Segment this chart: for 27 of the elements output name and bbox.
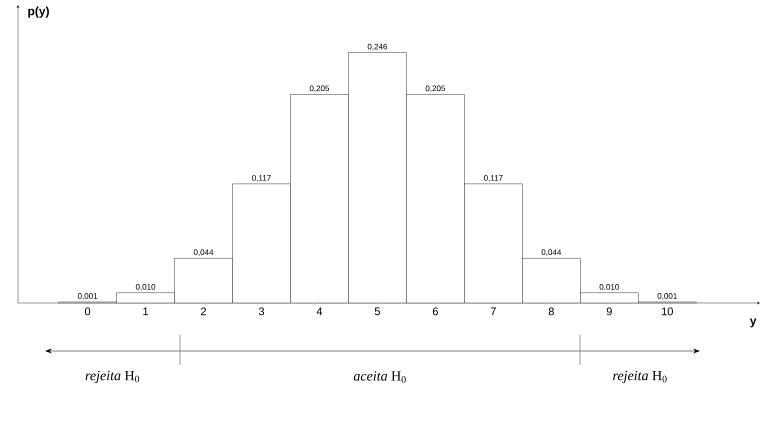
x-tick-label: 6 bbox=[432, 308, 438, 316]
text: rejeita H$_{0}$ bbox=[613, 370, 667, 384]
x-tick-label: 7 bbox=[490, 308, 496, 316]
data-label: 0,010 bbox=[136, 284, 156, 291]
data-label: 0,001 bbox=[78, 293, 98, 300]
x-tick-label: 1 bbox=[143, 308, 148, 316]
data-label: 0,205 bbox=[426, 85, 446, 92]
x-tick-label: 8 bbox=[548, 308, 554, 316]
y-axis-title: p(y) bbox=[28, 6, 49, 18]
x-axis-title: y bbox=[750, 318, 756, 328]
text: rejeita H$_{0}$ bbox=[86, 370, 140, 384]
data-label: 0,117 bbox=[484, 175, 503, 182]
data-label: 0,044 bbox=[194, 249, 214, 256]
x-tick-label: 10 bbox=[662, 308, 673, 316]
data-label: 0,117 bbox=[252, 175, 271, 182]
x-tick-label: 0 bbox=[84, 308, 90, 316]
x-tick-label: 2 bbox=[200, 308, 206, 316]
data-label: 0,044 bbox=[542, 249, 562, 256]
data-label: 0,001 bbox=[658, 293, 677, 300]
x-tick-label: 5 bbox=[374, 308, 380, 316]
x-tick-label: 9 bbox=[606, 308, 612, 316]
x-tick-label: 3 bbox=[258, 308, 264, 316]
text: aceita H$_{0}$ bbox=[354, 371, 406, 383]
data-label: 0,010 bbox=[600, 284, 619, 291]
data-label: 0,205 bbox=[310, 85, 330, 92]
x-tick-label: 4 bbox=[316, 308, 322, 316]
data-label: 0,246 bbox=[368, 44, 388, 50]
